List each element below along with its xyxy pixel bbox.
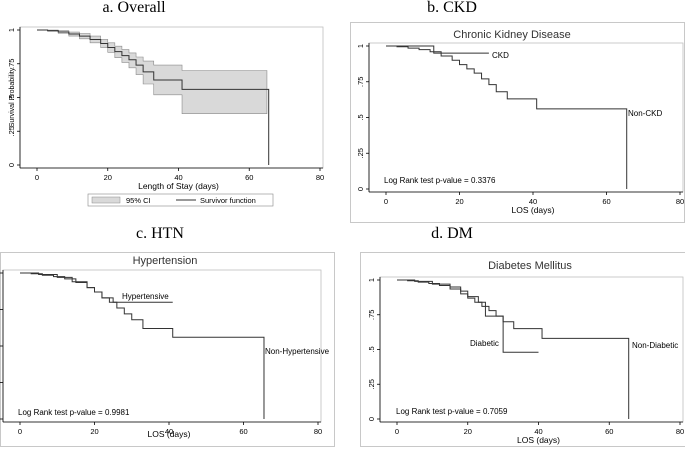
panel-1-legend-swatch-ci bbox=[91, 196, 121, 204]
panel-2-subtitle: Chronic Kidney Disease bbox=[453, 29, 570, 41]
panel-1-legend-label-ci: 95% CI bbox=[126, 196, 151, 205]
panel-4-xtick-label: 80 bbox=[676, 427, 684, 436]
panel-1-ytick-label: 1 bbox=[7, 28, 16, 32]
panel-2-xtick-label: 0 bbox=[384, 197, 388, 206]
panel-2-xtick-label: 80 bbox=[676, 197, 684, 206]
panel-4-label-non-diabetic: Non-Diabetic bbox=[632, 341, 678, 350]
panel-4-annotation: Log Rank test p-value = 0.7059 bbox=[396, 407, 508, 416]
panel-2-xtick-label: 60 bbox=[602, 197, 610, 206]
panel-1-ytick-label: .5 bbox=[7, 94, 16, 100]
panel-1-xtick-label: 40 bbox=[174, 173, 182, 182]
panel-1-curve-survivor-function bbox=[37, 29, 270, 165]
panel-2-annotation: Log Rank test p-value = 0.3376 bbox=[384, 176, 496, 185]
panel-1-ytick-label: 0 bbox=[7, 163, 16, 167]
panel-2-title: b. CKD bbox=[427, 0, 477, 16]
panel-1-ytick-label: .75 bbox=[7, 59, 16, 69]
panel-4-curve-non-diabetic bbox=[397, 279, 630, 419]
panel-2-frame bbox=[350, 22, 685, 223]
panel-4-xtick-label: 40 bbox=[534, 427, 542, 436]
panel-1-xlabel: Length of Stay (days) bbox=[138, 181, 219, 191]
panel-3-label-hypertensive: Hypertensive bbox=[122, 292, 169, 301]
panel-4-curve-diabetic bbox=[397, 279, 539, 353]
panel-2-ytick-label: 0 bbox=[356, 187, 365, 191]
panel-1-ylabel: Survival Probability bbox=[9, 67, 16, 127]
panel-3-xtick-label: 80 bbox=[314, 427, 322, 436]
panel-4-xtick-label: 0 bbox=[395, 427, 399, 436]
panel-2-label-ckd: CKD bbox=[492, 51, 509, 60]
panel-3-xlabel: LOS (days) bbox=[148, 429, 191, 439]
panel-3-subtitle: Hypertension bbox=[133, 255, 198, 267]
panel-1-legend-label-sf: Survivor function bbox=[200, 196, 256, 205]
panel-3-xtick-label: 60 bbox=[239, 427, 247, 436]
panel-1-xtick-label: 20 bbox=[104, 173, 112, 182]
panel-4-ytick-label: 1 bbox=[367, 278, 376, 282]
panel-1-title: a. Overall bbox=[102, 0, 166, 16]
panel-4-ytick-label: .5 bbox=[367, 346, 376, 352]
panel-4-frame bbox=[360, 252, 685, 447]
panel-2-xtick-label: 20 bbox=[455, 197, 463, 206]
panel-1-xtick-label: 80 bbox=[316, 173, 324, 182]
panel-3-title: c. HTN bbox=[136, 225, 184, 242]
panel-4-subtitle: Diabetes Mellitus bbox=[488, 260, 572, 272]
panel-2-xtick-label: 40 bbox=[529, 197, 537, 206]
panel-4-label-diabetic: Diabetic bbox=[470, 339, 499, 348]
panel-1-plot-box bbox=[19, 26, 324, 169]
panel-2-ytick-label: 1 bbox=[356, 44, 365, 48]
panel-2-curve-non-ckd bbox=[386, 45, 628, 189]
panel-2-ytick-label: .25 bbox=[356, 148, 365, 158]
panel-4-ytick-label: .75 bbox=[367, 310, 376, 320]
panel-4-ytick-label: .25 bbox=[367, 379, 376, 389]
panel-2-xlabel: LOS (days) bbox=[512, 205, 555, 215]
panel-4-xtick-label: 60 bbox=[605, 427, 613, 436]
panel-1-xtick-label: 0 bbox=[35, 173, 39, 182]
panel-4-title: d. DM bbox=[431, 225, 473, 242]
panel-3-curve-non-hypertensive bbox=[20, 272, 265, 419]
panel-4-ytick-label: 0 bbox=[367, 417, 376, 421]
panel-3-xtick-label: 20 bbox=[90, 427, 98, 436]
panel-1-xtick-label: 60 bbox=[245, 173, 253, 182]
panel-4-xlabel: LOS (days) bbox=[517, 435, 560, 445]
panel-3-frame bbox=[0, 252, 335, 447]
panel-3-label-non-hypertensive: Non-Hypertensive bbox=[265, 347, 330, 356]
panel-2-curve-ckd bbox=[386, 45, 489, 54]
panel-3-xtick-label: 40 bbox=[165, 427, 173, 436]
panel-2-label-non-ckd: Non-CKD bbox=[628, 109, 662, 118]
panel-2-ytick-label: .75 bbox=[356, 77, 365, 87]
panel-3-annotation: Log Rank test p-value = 0.9981 bbox=[18, 408, 130, 417]
panel-2-ytick-label: .5 bbox=[356, 114, 365, 120]
panel-3-xtick-label: 0 bbox=[18, 427, 22, 436]
panel-4-xtick-label: 20 bbox=[464, 427, 472, 436]
panel-1-ytick-label: .25 bbox=[7, 126, 16, 136]
